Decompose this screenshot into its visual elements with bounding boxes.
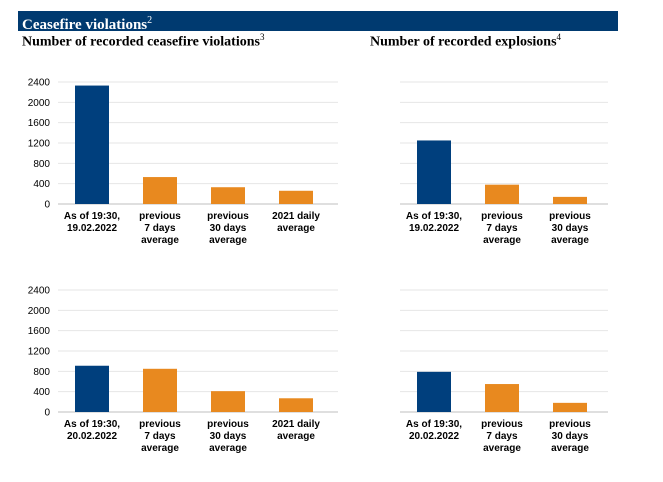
right-chart-heading-text: Number of recorded explosions	[370, 34, 557, 50]
y-tick-label: 800	[33, 367, 50, 378]
category-label: As of 19:30, 19.02.2022	[64, 211, 120, 234]
y-tick-label: 2400	[28, 78, 51, 89]
y-tick-label: 400	[33, 387, 50, 398]
y-tick-label: 1200	[28, 139, 51, 150]
y-tick-label: 2400	[28, 286, 51, 297]
y-tick-label: 2000	[28, 306, 51, 317]
section-footnote-ref: 2	[147, 15, 153, 26]
left-chart-heading-text: Number of recorded ceasefire violations	[22, 34, 260, 50]
bar	[553, 196, 587, 204]
category-label: previous 7 days average	[139, 211, 181, 246]
left-chart-heading: Number of recorded ceasefire violations3	[22, 32, 264, 51]
bar	[279, 190, 313, 204]
bar	[75, 85, 109, 204]
bar	[485, 384, 519, 412]
y-tick-label: 400	[33, 179, 50, 190]
category-label: previous 7 days average	[139, 419, 181, 454]
y-tick-label: 1200	[28, 347, 51, 358]
bar	[485, 184, 519, 204]
bar	[211, 187, 245, 204]
category-label: previous 30 days average	[549, 211, 591, 246]
y-tick-label: 1600	[28, 118, 51, 129]
category-label: previous 7 days average	[481, 211, 523, 246]
y-tick-label: 1600	[28, 326, 51, 337]
bar	[211, 391, 245, 412]
bar	[143, 177, 177, 204]
y-tick-label: 0	[44, 200, 50, 211]
bar	[279, 398, 313, 412]
category-label: previous 7 days average	[481, 419, 523, 454]
section-banner: Ceasefire violations2	[18, 11, 618, 33]
section-title: Ceasefire violations	[22, 17, 148, 33]
category-label: previous 30 days average	[207, 419, 249, 454]
y-tick-label: 800	[33, 159, 50, 170]
bar	[417, 140, 451, 204]
y-tick-label: 0	[44, 408, 50, 419]
bar	[143, 368, 177, 412]
category-label: As of 19:30, 20.02.2022	[406, 419, 462, 442]
category-label: As of 19:30, 20.02.2022	[64, 419, 120, 442]
bar	[417, 371, 451, 412]
category-label: previous 30 days average	[549, 419, 591, 454]
bar	[553, 402, 587, 412]
category-label: 2021 daily average	[272, 419, 320, 442]
category-label: previous 30 days average	[207, 211, 249, 246]
bar	[75, 365, 109, 412]
right-chart-footnote-ref: 4	[556, 32, 562, 42]
category-label: As of 19:30, 19.02.2022	[406, 211, 462, 234]
category-label: 2021 daily average	[272, 211, 320, 234]
right-chart-heading: Number of recorded explosions4	[370, 32, 561, 51]
y-tick-label: 2000	[28, 98, 51, 109]
left-chart-footnote-ref: 3	[259, 32, 265, 42]
